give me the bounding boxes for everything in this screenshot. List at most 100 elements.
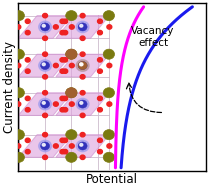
Circle shape bbox=[63, 149, 68, 154]
Circle shape bbox=[80, 101, 83, 104]
Circle shape bbox=[66, 49, 77, 59]
Circle shape bbox=[39, 21, 51, 33]
Circle shape bbox=[69, 144, 74, 148]
Circle shape bbox=[80, 52, 85, 56]
Circle shape bbox=[43, 13, 47, 18]
Circle shape bbox=[98, 96, 102, 101]
Circle shape bbox=[107, 144, 112, 148]
Circle shape bbox=[103, 88, 115, 98]
Circle shape bbox=[98, 58, 102, 62]
Circle shape bbox=[66, 11, 77, 21]
Circle shape bbox=[60, 30, 65, 35]
Circle shape bbox=[60, 69, 65, 73]
Polygon shape bbox=[18, 135, 72, 157]
Circle shape bbox=[63, 69, 68, 73]
Circle shape bbox=[98, 108, 102, 112]
Circle shape bbox=[25, 138, 30, 143]
Circle shape bbox=[78, 23, 87, 31]
Circle shape bbox=[41, 61, 50, 70]
X-axis label: Potential: Potential bbox=[86, 173, 138, 186]
Circle shape bbox=[25, 30, 30, 35]
Circle shape bbox=[80, 113, 85, 118]
Circle shape bbox=[80, 155, 85, 160]
Circle shape bbox=[98, 30, 102, 35]
Circle shape bbox=[16, 144, 21, 148]
Circle shape bbox=[63, 58, 68, 62]
Circle shape bbox=[98, 138, 102, 143]
Circle shape bbox=[76, 21, 89, 33]
Circle shape bbox=[66, 88, 77, 98]
Circle shape bbox=[60, 19, 65, 23]
Circle shape bbox=[25, 108, 30, 112]
Circle shape bbox=[39, 60, 51, 71]
Circle shape bbox=[13, 11, 24, 21]
Circle shape bbox=[63, 19, 68, 23]
Circle shape bbox=[43, 113, 47, 118]
Circle shape bbox=[16, 63, 21, 68]
Circle shape bbox=[80, 75, 85, 79]
Circle shape bbox=[78, 142, 87, 150]
Circle shape bbox=[76, 98, 89, 110]
Circle shape bbox=[13, 152, 24, 162]
Circle shape bbox=[98, 19, 102, 23]
Circle shape bbox=[41, 23, 50, 31]
Circle shape bbox=[43, 75, 47, 79]
Circle shape bbox=[16, 25, 21, 29]
Circle shape bbox=[66, 130, 77, 140]
Circle shape bbox=[66, 152, 77, 162]
Circle shape bbox=[42, 24, 45, 27]
Circle shape bbox=[76, 60, 89, 71]
Circle shape bbox=[69, 102, 74, 106]
Circle shape bbox=[80, 91, 85, 95]
Circle shape bbox=[78, 100, 87, 108]
Circle shape bbox=[107, 25, 112, 29]
Circle shape bbox=[41, 142, 50, 150]
Circle shape bbox=[63, 96, 68, 101]
Circle shape bbox=[25, 69, 30, 73]
Circle shape bbox=[63, 30, 68, 35]
Circle shape bbox=[103, 152, 115, 162]
Circle shape bbox=[69, 25, 74, 29]
Circle shape bbox=[60, 149, 65, 154]
Circle shape bbox=[63, 108, 68, 112]
Circle shape bbox=[107, 63, 112, 68]
Circle shape bbox=[78, 61, 87, 70]
Circle shape bbox=[98, 149, 102, 154]
Polygon shape bbox=[56, 93, 109, 115]
Circle shape bbox=[43, 52, 47, 56]
Circle shape bbox=[54, 25, 58, 29]
Circle shape bbox=[69, 63, 74, 68]
Circle shape bbox=[54, 144, 58, 148]
Circle shape bbox=[78, 61, 87, 70]
Circle shape bbox=[39, 98, 51, 110]
Polygon shape bbox=[56, 135, 109, 157]
Circle shape bbox=[42, 63, 45, 66]
Polygon shape bbox=[18, 54, 72, 77]
Polygon shape bbox=[56, 16, 109, 38]
Circle shape bbox=[54, 102, 58, 106]
Circle shape bbox=[66, 88, 77, 98]
Circle shape bbox=[80, 13, 85, 18]
Circle shape bbox=[63, 138, 68, 143]
Circle shape bbox=[80, 63, 83, 66]
Circle shape bbox=[76, 60, 89, 71]
Circle shape bbox=[43, 36, 47, 40]
Circle shape bbox=[80, 143, 83, 146]
Circle shape bbox=[66, 49, 77, 59]
Circle shape bbox=[60, 96, 65, 101]
Polygon shape bbox=[56, 54, 109, 77]
Circle shape bbox=[60, 138, 65, 143]
Circle shape bbox=[80, 24, 83, 27]
Circle shape bbox=[80, 132, 85, 137]
Circle shape bbox=[13, 130, 24, 140]
Circle shape bbox=[43, 155, 47, 160]
Circle shape bbox=[76, 140, 89, 152]
Polygon shape bbox=[18, 93, 72, 115]
Circle shape bbox=[54, 63, 58, 68]
Circle shape bbox=[42, 101, 45, 104]
Circle shape bbox=[39, 140, 51, 152]
Circle shape bbox=[13, 88, 24, 98]
Circle shape bbox=[80, 63, 83, 66]
Circle shape bbox=[25, 58, 30, 62]
Circle shape bbox=[41, 100, 50, 108]
